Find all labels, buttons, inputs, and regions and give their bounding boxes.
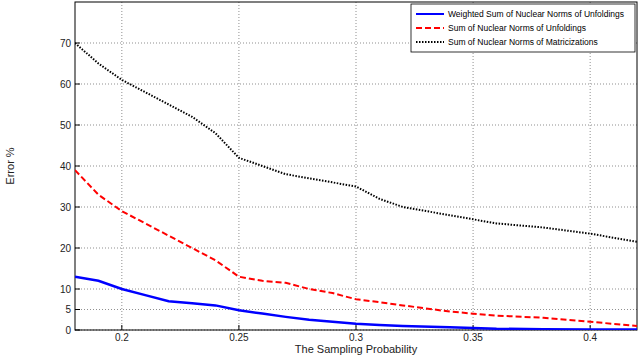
y-tick-label: 10 <box>60 284 72 295</box>
y-tick <box>75 309 80 310</box>
x-tick-label: 0.25 <box>229 332 249 343</box>
legend-label: Weighted Sum of Nuclear Norms of Unfoldi… <box>448 9 624 19</box>
y-tick <box>75 289 80 290</box>
x-tick <box>238 325 239 330</box>
legend-swatch <box>416 41 444 43</box>
y-tick <box>75 166 80 167</box>
y-tick-label: 70 <box>60 38 72 49</box>
chart: 0 5 10 20 30 40 50 60 70 0.2 0.25 0.3 0.35 0.4 The Sam… <box>0 0 640 356</box>
grid <box>75 2 637 330</box>
y-tick <box>75 248 80 249</box>
y-tick-label: 20 <box>60 243 72 254</box>
chart-container: 0 5 10 20 30 40 50 60 70 0.2 0.25 0.3 0.35 0.4 The Sam… <box>0 0 640 356</box>
plot-frame <box>75 2 637 330</box>
y-tick-label: 0 <box>65 325 71 336</box>
x-grid-line <box>356 2 357 330</box>
legend-box <box>411 4 635 52</box>
legend-swatch <box>416 27 444 29</box>
x-tick-label: 0.3 <box>349 332 363 343</box>
x-tick-label: 0.35 <box>463 332 483 343</box>
x-tick <box>121 325 122 330</box>
x-axis-label: The Sampling Probability <box>295 343 418 355</box>
legend-label: Sum of Nuclear Norms of Unfoldings <box>448 23 586 33</box>
y-tick-label: 5 <box>65 304 71 315</box>
y-tick-label: 30 <box>60 202 72 213</box>
x-grid-line <box>121 2 122 330</box>
series-line <box>75 170 637 326</box>
series-line <box>75 43 637 242</box>
legend-swatch <box>416 13 444 15</box>
legend-label: Sum of Nuclear Norms of Matricizations <box>448 37 598 47</box>
y-tick-label: 40 <box>60 161 72 172</box>
y-tick <box>75 125 80 126</box>
background <box>0 0 640 356</box>
y-tick <box>75 207 80 208</box>
x-tick <box>356 325 357 330</box>
y-tick-label: 50 <box>60 120 72 131</box>
legend: Weighted Sum of Nuclear Norms of Unfoldi… <box>411 4 635 52</box>
lines <box>75 43 637 330</box>
y-tick <box>75 84 80 85</box>
x-tick-label: 0.4 <box>583 332 597 343</box>
y-axis-label: Error % <box>4 147 16 185</box>
y-grid-line <box>75 289 637 290</box>
y-tick-label: 60 <box>60 79 72 90</box>
x-grid-line <box>238 2 239 330</box>
y-grid-line <box>75 309 637 310</box>
x-tick-label: 0.2 <box>115 332 129 343</box>
series-line <box>75 277 637 330</box>
y-grid-line <box>75 166 637 167</box>
